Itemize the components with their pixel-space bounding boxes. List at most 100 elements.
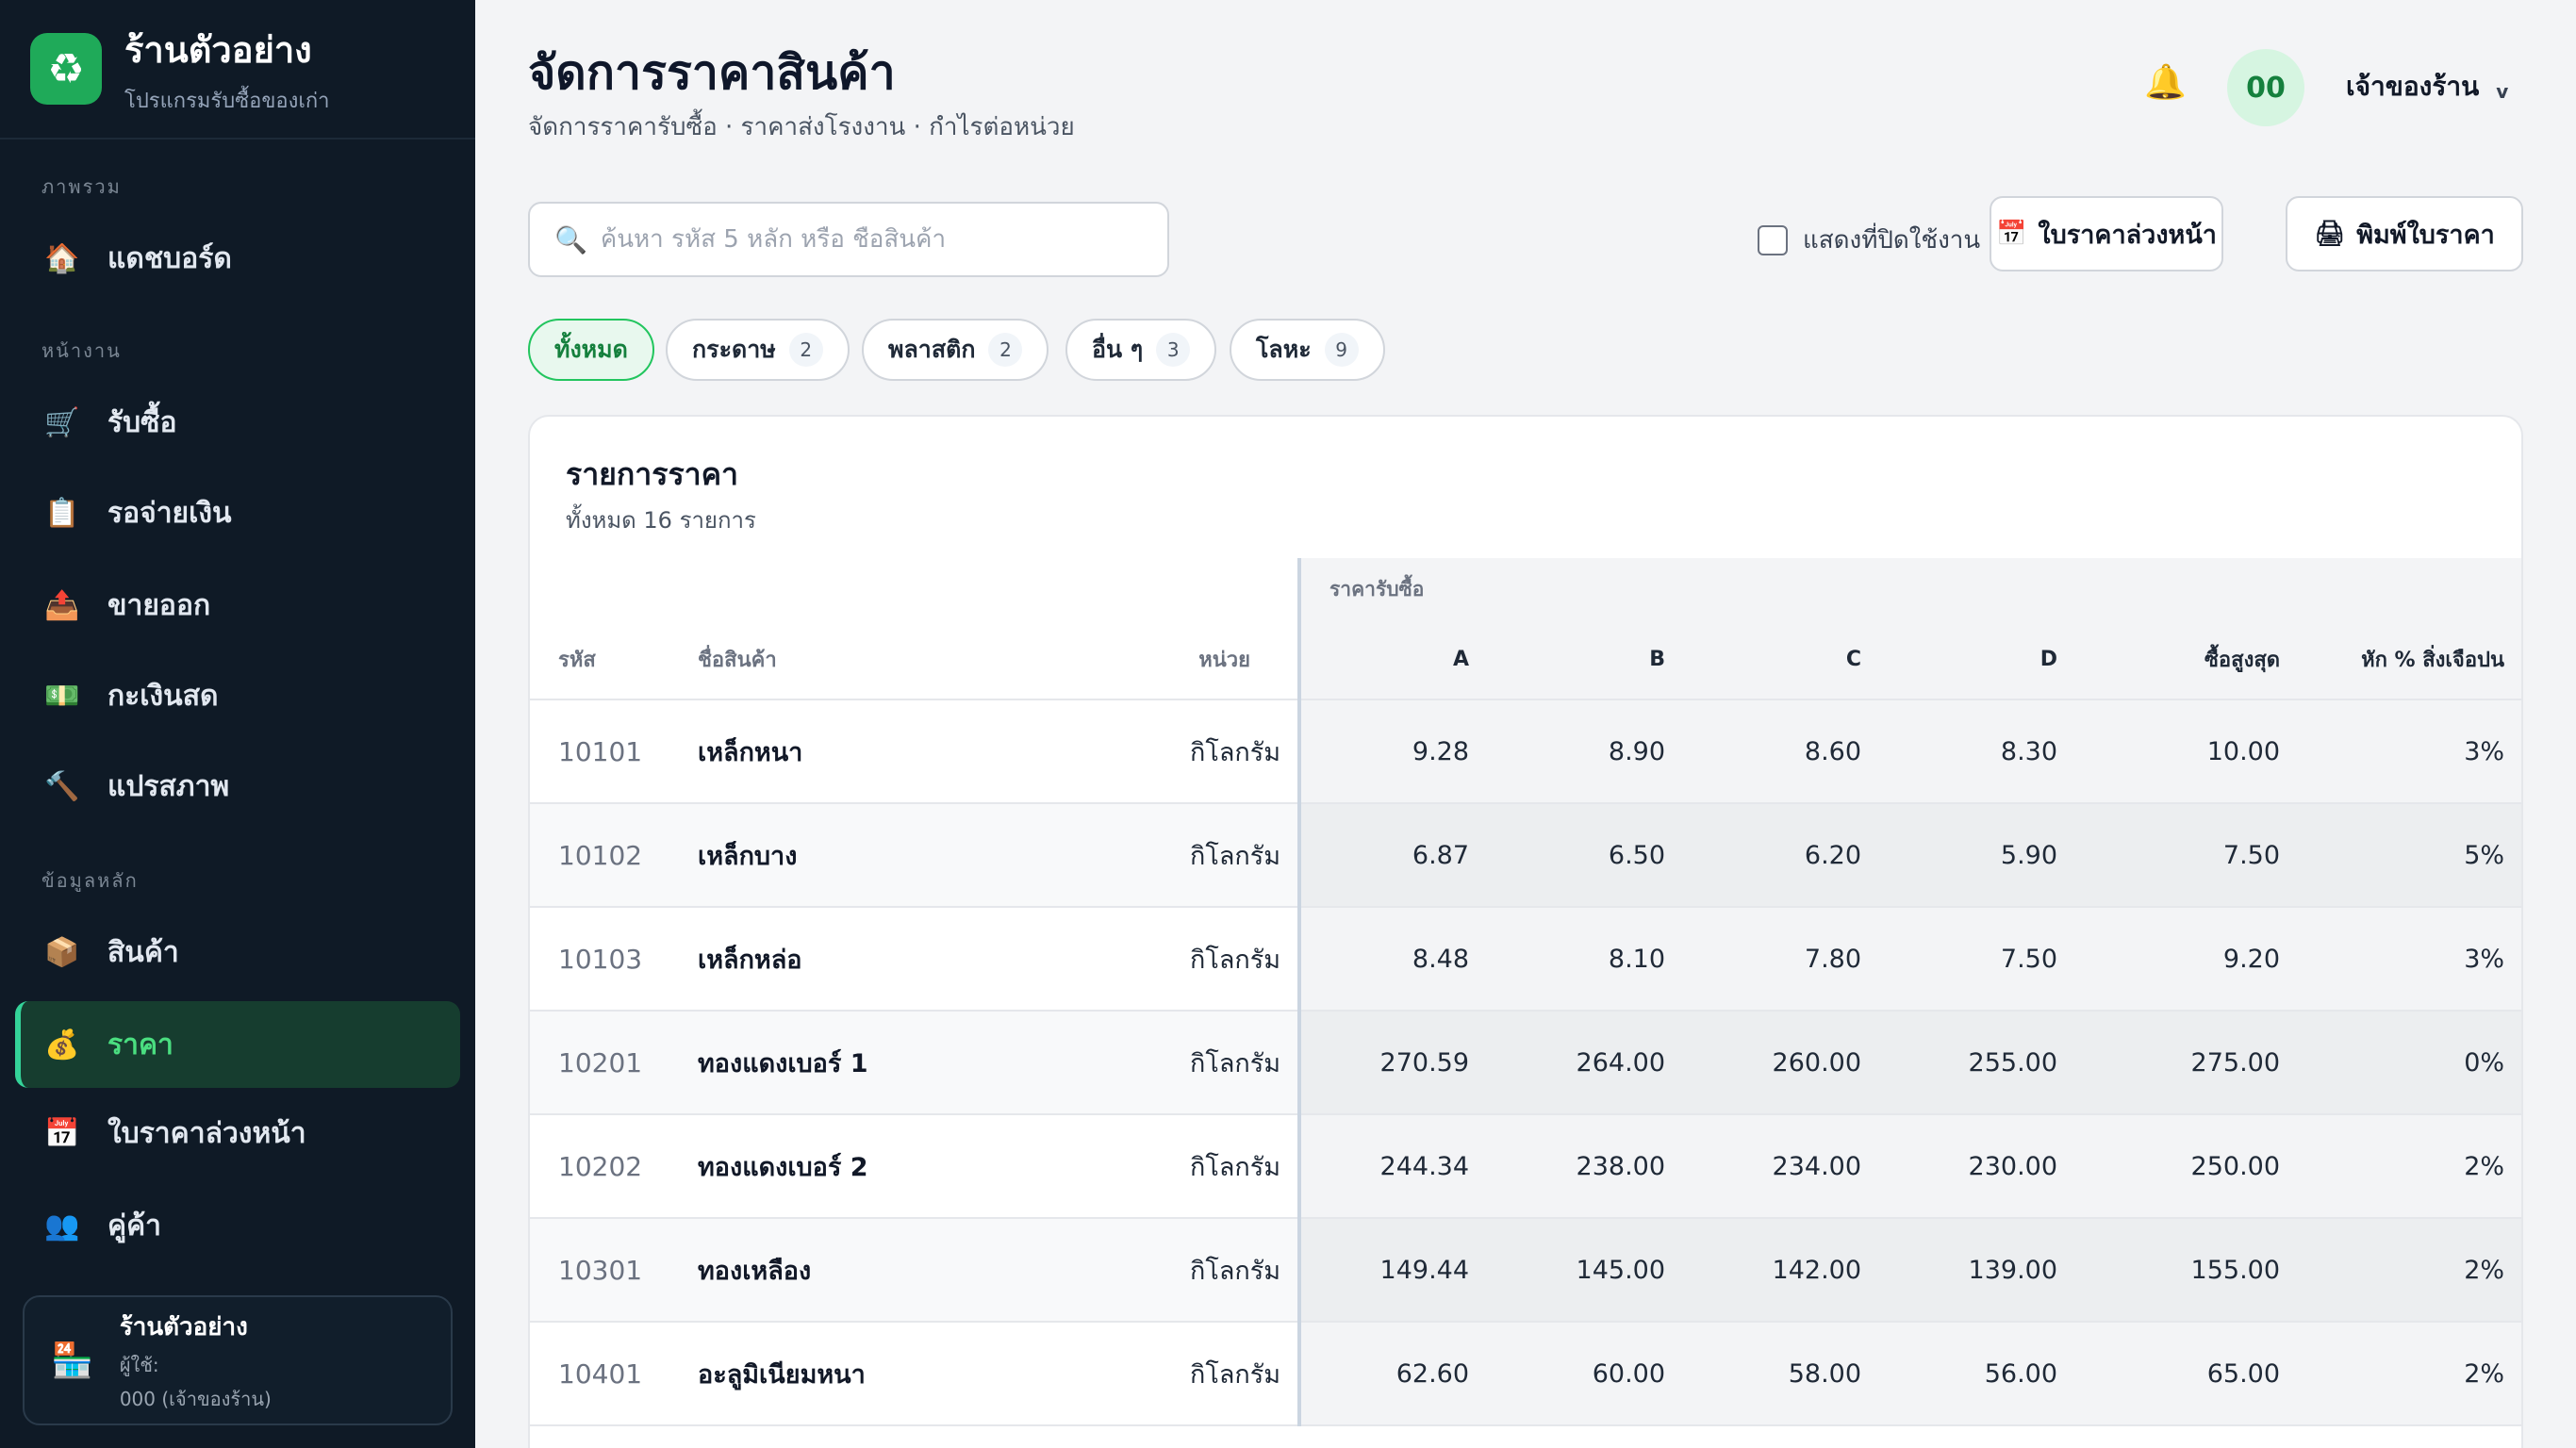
user-menu-label: เจ้าของร้าน: [2346, 71, 2480, 102]
sidebar-item-advance-price[interactable]: 📅 ใบราคาล่วงหน้า: [15, 1090, 460, 1176]
sidebar-item-prices[interactable]: 💰 ราคา: [15, 1001, 460, 1088]
col-header-code[interactable]: รหัส: [530, 620, 698, 700]
cell-code: 10401: [530, 1322, 698, 1426]
sidebar-item-process[interactable]: 🔨 แปรสภาพ: [15, 743, 460, 830]
cell-price-a: 62.60: [1297, 1322, 1498, 1426]
cell-product-name: อะลูมิเนียมหนา: [698, 1322, 1169, 1426]
table-row[interactable]: 10103 เหล็กหล่อ กิโลกรัม 8.48 8.10 7.80 7.50 9.…: [530, 907, 2521, 1012]
show-inactive-toggle[interactable]: แสดงที่ปิดใช้งาน: [1758, 221, 1980, 259]
sidebar-item-label: คู่ค้า: [107, 1209, 161, 1242]
search-box[interactable]: 🔍: [528, 202, 1169, 277]
filter-chip-label: โลหะ: [1256, 336, 1312, 363]
cell-price-d: 230.00: [1890, 1114, 2087, 1219]
cell-max-buy: 9.20: [2086, 907, 2309, 1012]
brand-subtitle: โปรแกรมรับซื้อของเก่า: [124, 90, 330, 113]
sidebar-item-label: ใบราคาล่วงหน้า: [107, 1116, 306, 1150]
print-price-button[interactable]: 🖨 พิมพ์ใบราคา: [2286, 196, 2523, 272]
advance-price-button-label: ใบราคาล่วงหน้า: [2038, 220, 2217, 250]
table-row[interactable]: 10202 ทองแดงเบอร์ 2 กิโลกรัม 244.34 238.00 23…: [530, 1114, 2521, 1219]
filter-chip-count: 2: [988, 333, 1023, 367]
col-header-a[interactable]: A: [1297, 620, 1498, 700]
filter-chip-other[interactable]: อื่น ๆ 3: [1065, 319, 1217, 381]
sidebar-item-label: รับซื้อ: [107, 405, 177, 439]
table-row[interactable]: 10301 ทองเหลือง กิโลกรัม 149.44 145.00 142.00…: [530, 1218, 2521, 1323]
filter-chip-count: 9: [1324, 333, 1359, 367]
table-row[interactable]: 10201 ทองแดงเบอร์ 1 กิโลกรัม 270.59 264.00 26…: [530, 1011, 2521, 1115]
people-icon: 👥: [44, 1209, 80, 1242]
purchase-price-group-header: ราคารับซื้อ: [1297, 558, 2521, 620]
col-header-impurity-deduct[interactable]: หัก % สิ่งเจือปน: [2308, 620, 2521, 700]
cell-price-a: 9.28: [1297, 699, 1498, 804]
sidebar-item-sell[interactable]: 📤 ขายออก: [15, 562, 460, 649]
clipboard-icon: 📋: [44, 496, 80, 530]
sidebar-item-pending-payment[interactable]: 📋 รอจ่ายเงิน: [15, 469, 460, 556]
home-icon: 🏠: [44, 241, 80, 275]
show-inactive-label: แสดงที่ปิดใช้งาน: [1803, 226, 1981, 255]
cell-impurity-deduct: 3%: [2308, 907, 2521, 1012]
cell-impurity-deduct: 2%: [2308, 1114, 2521, 1219]
advance-price-button[interactable]: 📅 ใบราคาล่วงหน้า: [1990, 196, 2223, 272]
cart-icon: 🛒: [44, 405, 80, 439]
shop-user-card[interactable]: 🏪 ร้านตัวอย่าง ผู้ใช้: 000 (เจ้าของร้าน): [23, 1295, 453, 1425]
user-label: ผู้ใช้:: [119, 1353, 159, 1376]
nav-section-overview: ภาพรวม: [41, 175, 122, 198]
cell-price-b: 145.00: [1497, 1218, 1694, 1323]
cell-unit: กิโลกรัม: [1169, 1322, 1300, 1426]
show-inactive-checkbox[interactable]: [1758, 224, 1788, 255]
col-header-unit[interactable]: หน่วย: [1169, 620, 1300, 700]
cell-unit: กิโลกรัม: [1169, 1011, 1300, 1115]
bell-icon[interactable]: 🔔: [2144, 63, 2187, 102]
cell-product-name: ทองแดงเบอร์ 2: [698, 1114, 1169, 1219]
sidebar-item-purchase[interactable]: 🛒 รับซื้อ: [15, 379, 460, 466]
sidebar-item-cash-shift[interactable]: 💵 กะเงินสด: [15, 652, 460, 739]
table-row[interactable]: 10101 เหล็กหนา กิโลกรัม 9.28 8.90 8.60 8.30 10.…: [530, 699, 2521, 804]
page-subtitle: จัดการราคารับซื้อ · ราคาส่งโรงงาน · กำไร…: [528, 113, 1075, 141]
cell-impurity-deduct: 3%: [2308, 699, 2521, 804]
filter-chip-count: 2: [788, 333, 823, 367]
sidebar-item-label: ราคา: [107, 1028, 173, 1061]
user-menu[interactable]: เจ้าของร้าน v: [2346, 66, 2508, 107]
avatar[interactable]: 00: [2227, 49, 2304, 126]
page-title: จัดการราคาสินค้า: [528, 45, 896, 100]
cell-price-b: 264.00: [1497, 1011, 1694, 1115]
nav-section-master: ข้อมูลหลัก: [41, 869, 139, 892]
table-row[interactable]: 10401 อะลูมิเนียมหนา กิโลกรัม 62.60 60.00 58.…: [530, 1322, 2521, 1426]
filter-chip-plastic[interactable]: พลาสติก 2: [862, 319, 1049, 381]
search-icon: 🔍: [554, 223, 587, 255]
filter-chip-count: 3: [1156, 333, 1191, 367]
brand[interactable]: ♻ ร้านตัวอย่าง โปรแกรมรับซื้อของเก่า: [0, 0, 475, 140]
cell-unit: กิโลกรัม: [1169, 907, 1300, 1012]
sidebar: ♻ ร้านตัวอย่าง โปรแกรมรับซื้อของเก่า ภาพ…: [0, 0, 475, 1448]
cell-price-b: 238.00: [1497, 1114, 1694, 1219]
cell-price-d: 139.00: [1890, 1218, 2087, 1323]
cell-unit: กิโลกรัม: [1169, 1114, 1300, 1219]
cell-price-d: 255.00: [1890, 1011, 2087, 1115]
sidebar-item-partners[interactable]: 👥 คู่ค้า: [15, 1182, 460, 1269]
col-header-d[interactable]: D: [1890, 620, 2087, 700]
hammer-icon: 🔨: [44, 769, 80, 803]
col-header-name[interactable]: ชื่อสินค้า: [698, 620, 1169, 700]
cell-max-buy: 155.00: [2086, 1218, 2309, 1323]
cell-price-a: 244.34: [1297, 1114, 1498, 1219]
card-title: รายการราคา: [566, 456, 738, 492]
search-input[interactable]: [600, 225, 1148, 254]
print-price-button-label: พิมพ์ใบราคา: [2356, 220, 2495, 250]
shop-name: ร้านตัวอย่าง: [119, 1312, 248, 1341]
package-icon: 📦: [44, 935, 80, 969]
cell-unit: กิโลกรัม: [1169, 699, 1300, 804]
cell-price-c: 260.00: [1693, 1011, 1891, 1115]
cell-code: 10102: [530, 803, 698, 908]
cell-price-a: 270.59: [1297, 1011, 1498, 1115]
col-header-b[interactable]: B: [1497, 620, 1694, 700]
sidebar-item-products[interactable]: 📦 สินค้า: [15, 909, 460, 996]
filter-chip-metal[interactable]: โลหะ 9: [1230, 319, 1385, 381]
col-header-c[interactable]: C: [1693, 620, 1891, 700]
table-row[interactable]: 10102 เหล็กบาง กิโลกรัม 6.87 6.50 6.20 5.90 7.5…: [530, 803, 2521, 908]
filter-chip-paper[interactable]: กระดาษ 2: [666, 319, 850, 381]
filter-chip-all[interactable]: ทั้งหมด: [528, 319, 654, 381]
col-header-max-buy[interactable]: ซื้อสูงสุด: [2086, 620, 2309, 700]
cell-unit: กิโลกรัม: [1169, 803, 1300, 908]
sidebar-item-dashboard[interactable]: 🏠 แดชบอร์ด: [15, 215, 460, 302]
cell-price-d: 5.90: [1890, 803, 2087, 908]
cell-max-buy: 10.00: [2086, 699, 2309, 804]
